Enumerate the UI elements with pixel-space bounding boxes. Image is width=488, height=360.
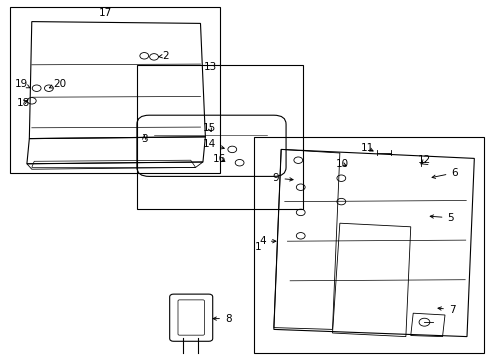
Text: 15: 15	[203, 123, 216, 133]
Text: 12: 12	[417, 155, 430, 165]
Bar	[10, 7, 220, 173]
Text: 19: 19	[15, 78, 31, 89]
Text: 3: 3	[141, 134, 147, 144]
Text: 8: 8	[213, 314, 231, 324]
Text: 6: 6	[431, 168, 457, 179]
Text: 2: 2	[159, 51, 168, 61]
Text: 16: 16	[212, 154, 225, 164]
Text: 17: 17	[98, 8, 112, 18]
Text: 9: 9	[272, 173, 292, 183]
Text: 10: 10	[335, 159, 348, 169]
Bar	[137, 65, 303, 209]
Text: 18: 18	[17, 98, 30, 108]
Text: 4: 4	[259, 236, 275, 246]
Text: 11: 11	[360, 143, 373, 153]
Text: 1: 1	[254, 242, 261, 252]
Text: 13: 13	[203, 62, 217, 72]
Text: 14: 14	[203, 139, 224, 149]
Text: 5: 5	[429, 213, 453, 223]
Text: 20: 20	[49, 78, 66, 89]
Bar	[254, 137, 483, 353]
Text: 7: 7	[437, 305, 455, 315]
